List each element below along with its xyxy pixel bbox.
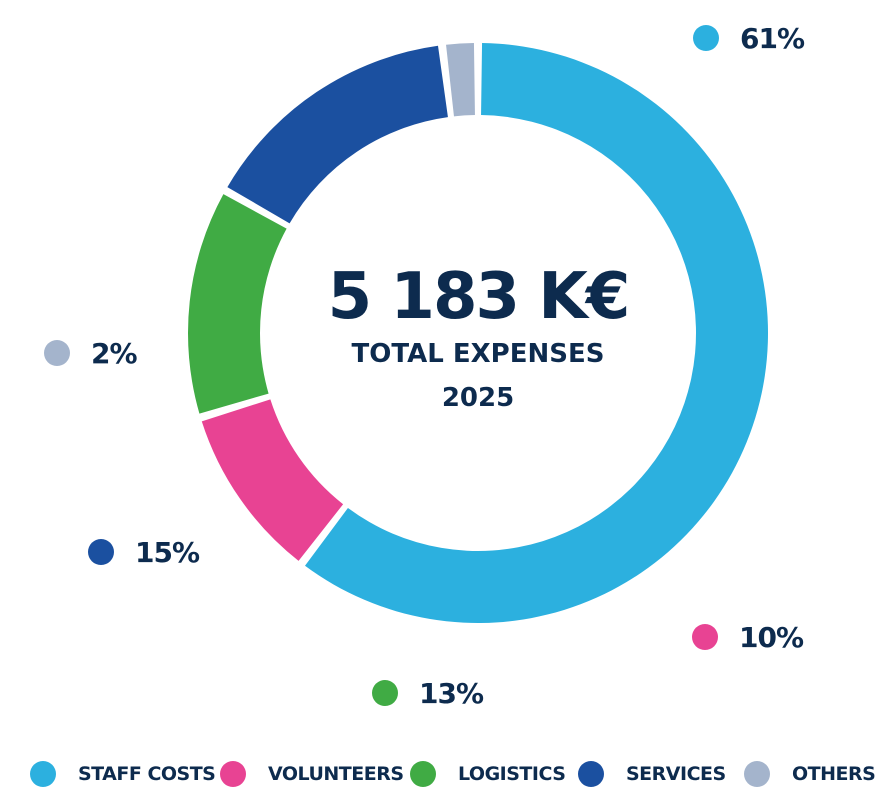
legend-label: OTHERS (792, 763, 876, 785)
pct-label-staff-costs: 61% (740, 22, 805, 55)
pct-dot-volunteers (692, 624, 718, 650)
legend-item-logistics: LOGISTICS (410, 754, 566, 794)
legend: STAFF COSTS VOLUNTEERS LOGISTICS SERVICE… (0, 754, 892, 794)
legend-label: LOGISTICS (458, 763, 566, 785)
slice-staff-costs (304, 43, 768, 624)
pct-dot-logistics (372, 680, 398, 706)
pct-label-logistics: 13% (419, 677, 484, 710)
pct-dot-services (88, 539, 114, 565)
legend-swatch-services (578, 761, 604, 787)
center-total: 5 183 K€ (328, 260, 629, 334)
legend-label: SERVICES (626, 763, 726, 785)
legend-item-others: OTHERS (744, 754, 876, 794)
legend-item-staff-costs: STAFF COSTS (30, 754, 216, 794)
legend-swatch-logistics (410, 761, 436, 787)
center-label: TOTAL EXPENSES (352, 339, 605, 369)
pct-dot-staff-costs (693, 25, 719, 51)
pct-label-services: 15% (135, 536, 200, 569)
legend-swatch-others (744, 761, 770, 787)
donut-chart: 61% 10% 13% 15% 2% 5 183 K€ TOTAL EXPENSES 2… (44, 22, 806, 710)
pct-label-volunteers: 10% (739, 621, 804, 654)
donut-slices (188, 43, 768, 624)
slice-logistics (188, 194, 287, 414)
legend-swatch-volunteers (220, 761, 246, 787)
slice-others (446, 43, 475, 117)
legend-item-services: SERVICES (578, 754, 726, 794)
center-year: 2025 (442, 383, 514, 413)
pct-label-others: 2% (91, 337, 137, 370)
legend-label: STAFF COSTS (78, 763, 216, 785)
legend-label: VOLUNTEERS (268, 763, 404, 785)
legend-item-volunteers: VOLUNTEERS (220, 754, 404, 794)
slice-volunteers (201, 399, 344, 561)
pct-dot-others (44, 340, 70, 366)
legend-swatch-staff-costs (30, 761, 56, 787)
percentage-labels: 61% 10% 13% 15% 2% (44, 22, 806, 710)
slice-services (227, 45, 448, 224)
